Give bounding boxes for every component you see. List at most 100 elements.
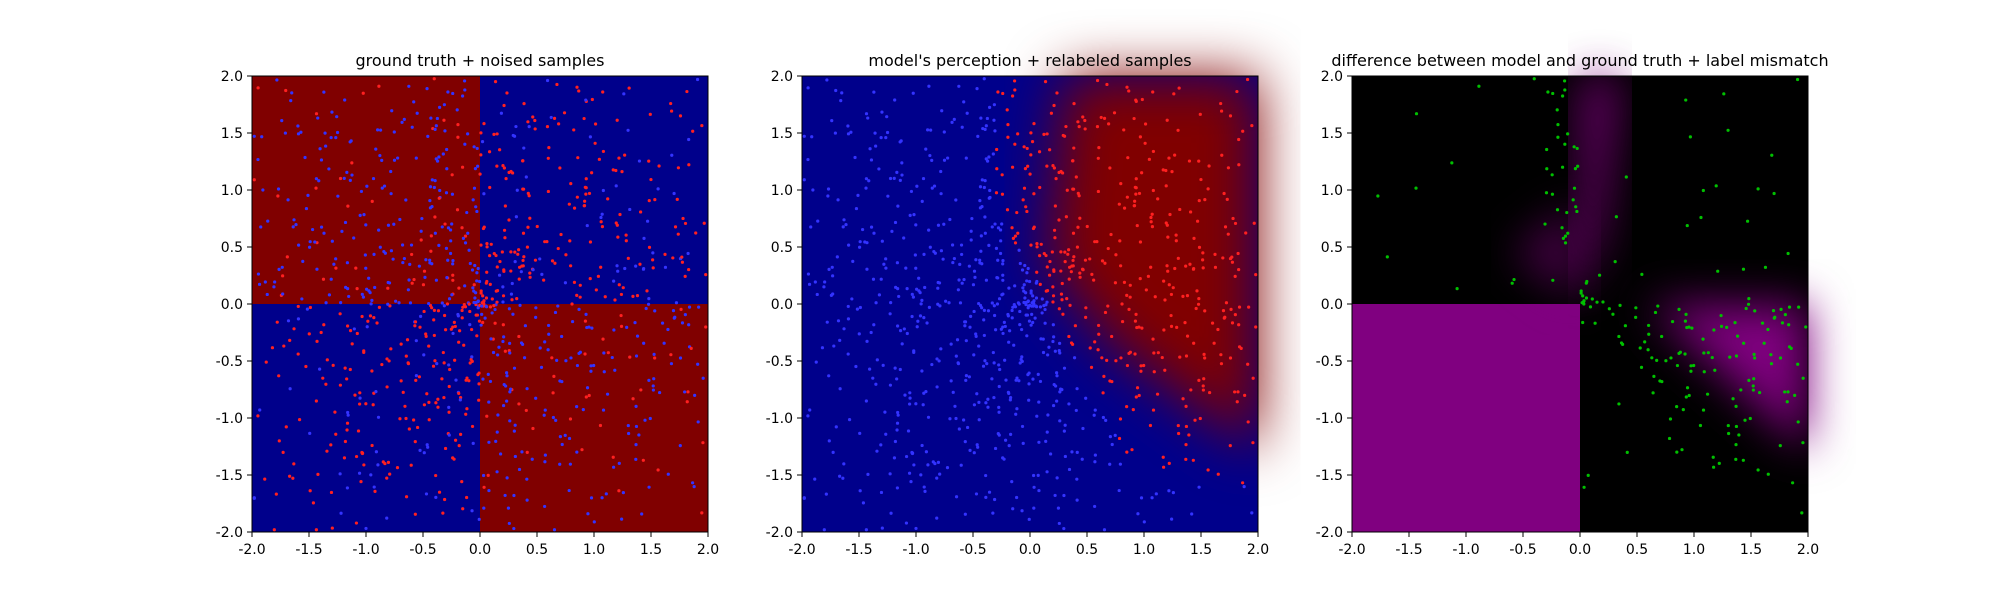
scatter-point: [563, 433, 567, 438]
scatter-point: [895, 377, 899, 381]
scatter-point: [1653, 310, 1658, 315]
scatter-point: [962, 100, 966, 104]
scatter-point: [802, 178, 806, 182]
scatter-point: [1070, 264, 1074, 268]
scatter-point: [679, 307, 683, 311]
scatter-point: [594, 288, 598, 292]
y-tick-label: 1.5: [1321, 126, 1343, 142]
scatter-point: [274, 492, 278, 496]
scatter-point: [1040, 311, 1044, 315]
scatter-point: [1189, 210, 1193, 214]
scatter-point: [364, 526, 368, 531]
scatter-point: [678, 444, 682, 448]
scatter-point: [1062, 493, 1066, 498]
scatter-point: [1030, 304, 1034, 308]
scatter-point: [1150, 224, 1155, 229]
scatter-point: [1076, 225, 1080, 229]
scatter-point: [1140, 97, 1144, 102]
scatter-point: [330, 239, 334, 243]
scatter-point: [1149, 220, 1153, 224]
scatter-point: [879, 490, 884, 495]
scatter-point: [422, 451, 426, 455]
scatter-point: [916, 319, 920, 323]
scatter-point: [482, 225, 486, 229]
scatter-point: [510, 281, 514, 286]
scatter-point: [570, 319, 575, 324]
scatter-point: [1149, 265, 1153, 269]
scatter-point: [1031, 473, 1036, 478]
scatter-point: [995, 167, 999, 171]
scatter-point: [918, 291, 922, 295]
y-tick-label: -1.5: [216, 468, 243, 484]
scatter-point: [1220, 153, 1224, 157]
scatter-point: [1072, 187, 1076, 191]
scatter-point: [447, 297, 452, 301]
scatter-point: [1119, 182, 1123, 186]
scatter-point: [884, 136, 888, 140]
scatter-point: [936, 223, 941, 227]
scatter-point: [820, 346, 825, 350]
scatter-point: [1067, 248, 1071, 252]
scatter-point: [459, 432, 463, 436]
scatter-point: [1201, 266, 1205, 270]
scatter-point: [1770, 153, 1774, 157]
scatter-point: [1038, 185, 1042, 190]
scatter-point: [354, 266, 358, 270]
scatter-point: [1582, 302, 1586, 306]
scatter-point: [346, 410, 350, 415]
scatter-point: [281, 450, 285, 454]
scatter-point: [1050, 250, 1054, 254]
scatter-point: [481, 320, 485, 325]
scatter-point: [1561, 236, 1565, 240]
scatter-point: [1414, 112, 1419, 116]
scatter-point: [846, 132, 851, 136]
scatter-point: [256, 272, 261, 276]
scatter-point: [522, 356, 527, 360]
scatter-point: [489, 337, 493, 341]
scatter-point: [308, 431, 312, 435]
scatter-point: [957, 427, 961, 431]
scatter-point: [1102, 116, 1107, 120]
scatter-point: [1021, 198, 1025, 202]
scatter-point: [472, 283, 476, 287]
scatter-point: [825, 78, 829, 82]
scatter-point: [421, 283, 426, 287]
scatter-point: [1184, 264, 1188, 268]
scatter-point: [1099, 115, 1103, 120]
scatter-point: [447, 405, 451, 410]
scatter-point: [556, 304, 560, 308]
scatter-point: [477, 382, 481, 386]
scatter-point: [680, 255, 684, 259]
scatter-point: [1011, 507, 1015, 511]
scatter-point: [506, 506, 511, 510]
scatter-point: [1117, 488, 1121, 493]
scatter-point: [1769, 362, 1774, 366]
scatter-point: [935, 476, 939, 480]
scatter-point: [601, 408, 606, 412]
scatter-point: [1026, 306, 1030, 310]
scatter-point: [1617, 334, 1621, 339]
scatter-point: [345, 428, 349, 432]
scatter-point: [406, 361, 410, 365]
scatter-point: [447, 363, 451, 367]
scatter-point: [942, 130, 946, 134]
scatter-point: [545, 78, 550, 83]
scatter-point: [965, 111, 969, 115]
scatter-point: [1067, 334, 1071, 339]
scatter-point: [1000, 222, 1004, 226]
scatter-point: [370, 369, 374, 373]
scatter-point: [299, 130, 303, 134]
scatter-point: [1680, 448, 1684, 452]
scatter-point: [927, 228, 931, 232]
scatter-point: [314, 528, 318, 532]
x-tick-label: -1.0: [902, 542, 929, 558]
scatter-point: [1093, 340, 1097, 344]
scatter-point: [497, 273, 502, 277]
scatter-point: [1128, 283, 1132, 287]
scatter-point: [974, 492, 979, 496]
scatter-point: [461, 305, 465, 309]
scatter-point: [304, 364, 308, 369]
scatter-point: [896, 204, 900, 208]
scatter-point: [374, 147, 378, 151]
scatter-point: [810, 135, 814, 139]
